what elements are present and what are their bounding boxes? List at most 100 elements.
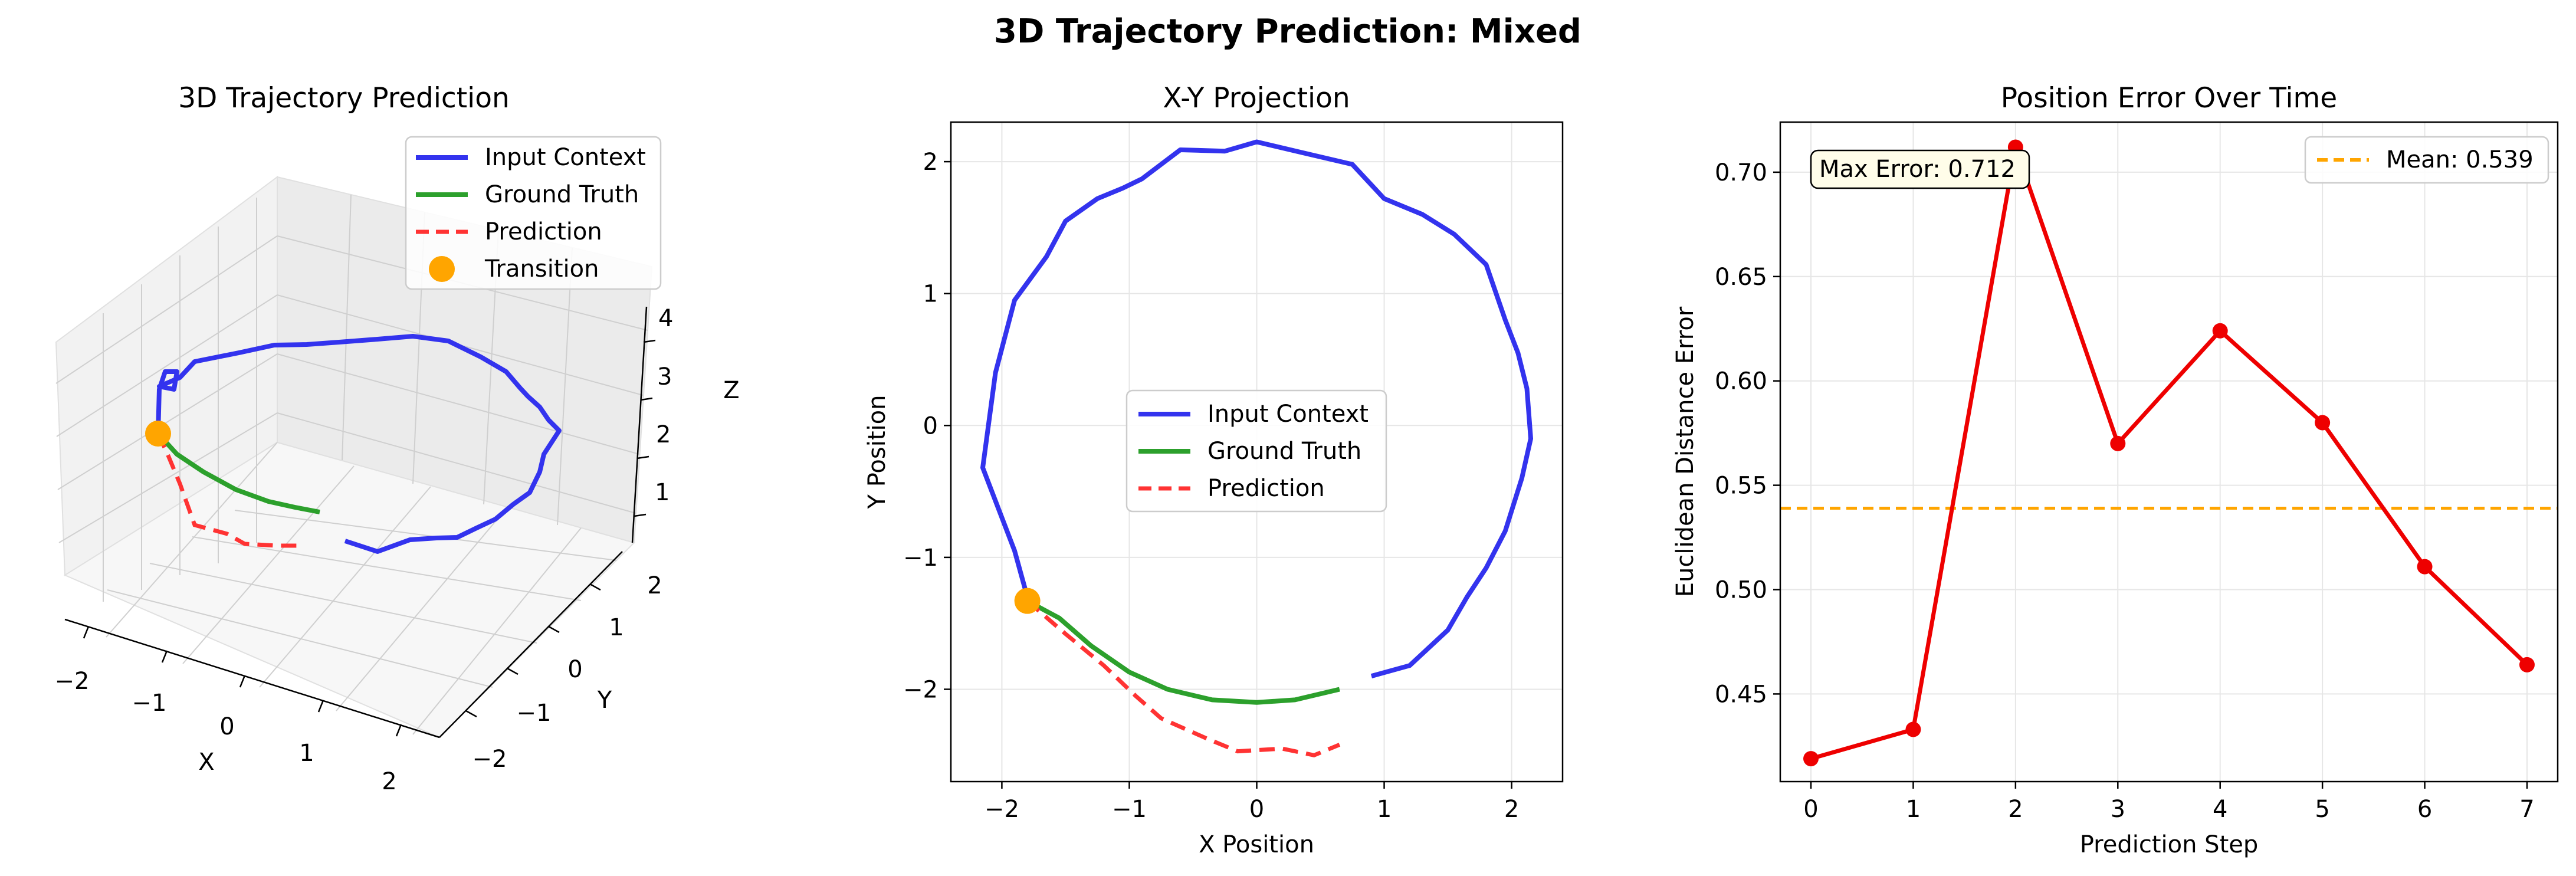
legend-swatch-transition bbox=[429, 256, 455, 282]
y-tick-label: −1 bbox=[517, 700, 552, 727]
z-tick-label: 4 bbox=[658, 305, 673, 332]
y-tick-label: −2 bbox=[472, 746, 507, 773]
x-tick-label: 0 bbox=[1803, 796, 1818, 823]
z-axis-line bbox=[631, 306, 648, 543]
3d-transition-marker bbox=[145, 421, 171, 447]
x-tick-label: −1 bbox=[132, 690, 167, 717]
x-tick-label: −2 bbox=[985, 796, 1019, 823]
transition-marker bbox=[1014, 588, 1041, 614]
grid-line-3d bbox=[149, 563, 537, 644]
legend-frame bbox=[1125, 389, 1387, 513]
axis-tick-3d bbox=[634, 513, 647, 517]
grid-line-3d bbox=[57, 353, 278, 490]
legend-label-transition: Transition bbox=[484, 255, 599, 283]
x-tick-label: −1 bbox=[1112, 796, 1147, 823]
legend-error: Mean: 0.539 bbox=[2304, 136, 2549, 184]
grid-line-3d bbox=[107, 589, 493, 688]
ticks: −2 −1 0 1 2 −2 −1 0 1 2 bbox=[903, 149, 1519, 823]
grid-line-3d bbox=[234, 510, 617, 561]
grid-line-3d bbox=[342, 194, 352, 461]
legend-label-truth: Ground Truth bbox=[1207, 438, 1361, 465]
grid-line-3d bbox=[56, 294, 278, 437]
axis-tick-3d bbox=[83, 626, 90, 639]
grid-line-3d bbox=[412, 527, 582, 735]
axis-tick-3d bbox=[161, 650, 168, 663]
x-tick-label: 5 bbox=[2315, 796, 2329, 823]
y-tick-label: 0.45 bbox=[1715, 681, 1767, 708]
series-ground-truth bbox=[1026, 599, 1340, 705]
x-axis-label: X bbox=[198, 749, 214, 776]
error-point bbox=[2519, 657, 2535, 672]
pane-floor bbox=[63, 441, 635, 739]
x-tick-label: 1 bbox=[299, 740, 314, 767]
x-tick-label: 1 bbox=[1377, 796, 1392, 823]
y-tick-label: 0.70 bbox=[1715, 159, 1767, 186]
panel-error-title: Position Error Over Time bbox=[2001, 82, 2337, 114]
y-tick-label: 0.50 bbox=[1715, 577, 1767, 604]
z-tick-label: 2 bbox=[656, 421, 671, 448]
3d-series-prediction bbox=[156, 432, 304, 548]
x-tick-label: 7 bbox=[2519, 796, 2534, 823]
axis-tick-3d bbox=[239, 675, 246, 688]
error-point bbox=[2417, 559, 2433, 575]
y-tick-label: 2 bbox=[647, 572, 662, 599]
max-error-annotation: Max Error: 0.712 bbox=[1810, 149, 2030, 189]
3d-series-ground-truth bbox=[156, 432, 320, 514]
grid-line-3d bbox=[58, 412, 278, 543]
axis-tick-3d bbox=[465, 710, 477, 718]
3d-series-input-context bbox=[156, 334, 562, 554]
x-tick-label: 4 bbox=[2213, 796, 2227, 823]
grid bbox=[1780, 122, 2558, 782]
y-tick-label: 0 bbox=[567, 656, 582, 683]
y-tick-label: 0 bbox=[923, 412, 938, 439]
y-axis-line bbox=[439, 551, 623, 738]
error-point bbox=[2315, 415, 2331, 431]
legend-xy: Input Context Ground Truth Prediction bbox=[1125, 389, 1387, 513]
axes-frame bbox=[1779, 121, 2559, 783]
y-tick-label: 0.55 bbox=[1715, 473, 1767, 500]
error-line bbox=[1810, 145, 2529, 761]
error-point bbox=[1803, 751, 1819, 767]
plot-series bbox=[980, 139, 1533, 757]
x-tick-label: 0 bbox=[219, 713, 234, 740]
error-point bbox=[2110, 435, 2126, 451]
grid-line-3d bbox=[182, 465, 355, 664]
legend-3d: Input Context Ground Truth Prediction Tr… bbox=[405, 136, 662, 290]
y-tick-label: −1 bbox=[903, 544, 938, 572]
y-tick-label: 1 bbox=[923, 281, 938, 308]
panel-xy-projection: X-Y Projection −2 −1 0 1 2 −2 −1 0 1 2 X Position… bbox=[864, 82, 1564, 858]
panel-3d: 3D Trajectory Prediction −2 −1 0 1 2 X −… bbox=[55, 82, 740, 795]
x-axis-label: X Position bbox=[1199, 831, 1314, 858]
x-tick-label: 6 bbox=[2417, 796, 2432, 823]
grid-line-3d bbox=[336, 507, 508, 711]
x-tick-label: 2 bbox=[2008, 796, 2023, 823]
axis-tick-3d bbox=[548, 625, 560, 634]
axis-tick-3d bbox=[636, 455, 649, 460]
grid-line-3d bbox=[55, 235, 278, 384]
y-axis-label: Y bbox=[597, 687, 612, 714]
ticks-3d bbox=[83, 339, 656, 737]
legend-frame bbox=[2304, 136, 2549, 184]
annotation-text: Max Error: 0.712 bbox=[1819, 156, 2016, 183]
x-axis-label: Prediction Step bbox=[2080, 831, 2259, 858]
axis-tick-3d bbox=[643, 339, 656, 343]
x-tick-label: 2 bbox=[382, 768, 396, 795]
y-axis-label: Y Position bbox=[864, 395, 891, 510]
panel-xy-title: X-Y Projection bbox=[1163, 82, 1350, 114]
legend-label-mean: Mean: 0.539 bbox=[2386, 146, 2534, 173]
z-axis-label: Z bbox=[723, 377, 739, 404]
plot-series bbox=[1780, 139, 2558, 767]
legend-label-truth: Ground Truth bbox=[485, 181, 639, 208]
legend-label-prediction: Prediction bbox=[485, 218, 602, 245]
x-tick-label: 2 bbox=[1504, 796, 1519, 823]
ticks: 0 1 2 3 4 5 6 7 0.45 0.50 0.55 0.60 0.65 0.70 bbox=[1715, 159, 2535, 823]
grid-line-3d bbox=[192, 536, 582, 601]
error-point bbox=[1905, 721, 1921, 737]
figure-suptitle: 3D Trajectory Prediction: Mixed bbox=[994, 12, 1581, 51]
series-input-context bbox=[980, 139, 1533, 678]
legend-frame bbox=[405, 136, 662, 290]
y-tick-label: 2 bbox=[923, 149, 938, 176]
x-tick-label: 3 bbox=[2111, 796, 2125, 823]
y-axis-label: Euclidean Distance Error bbox=[1672, 306, 1699, 597]
